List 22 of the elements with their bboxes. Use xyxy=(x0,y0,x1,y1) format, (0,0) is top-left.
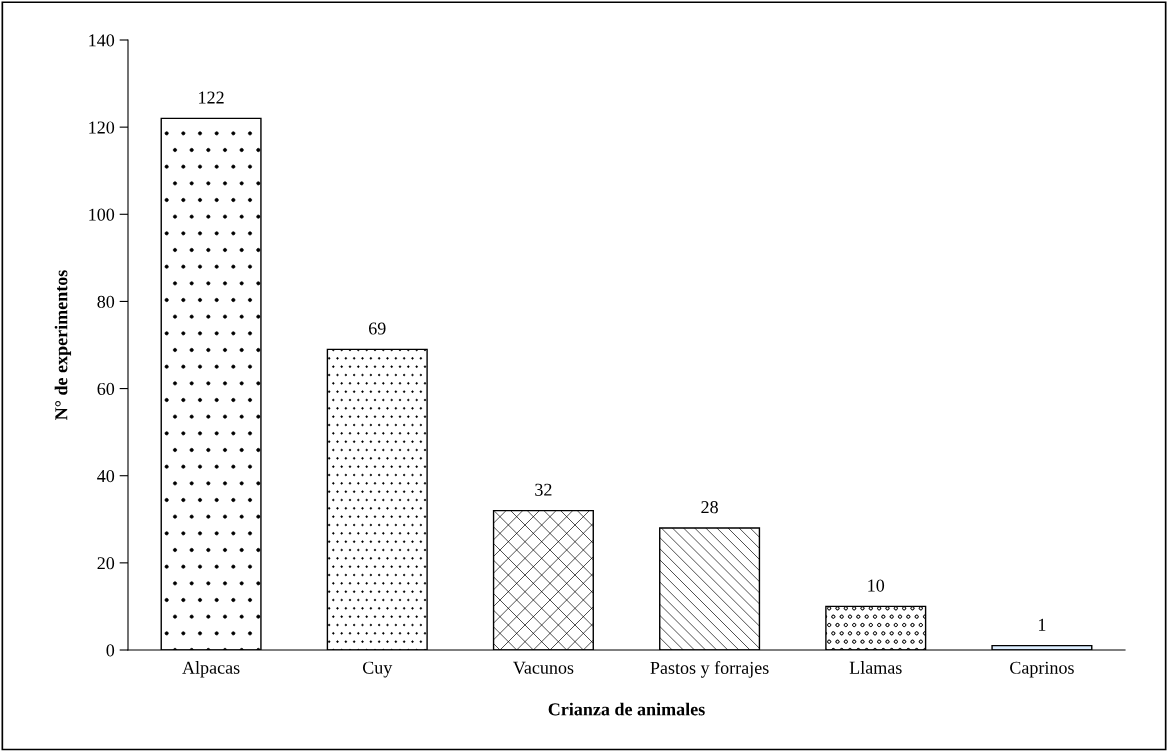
x-tick-label: Pastos y forrajes xyxy=(650,661,769,678)
x-axis-title: Crianza de animales xyxy=(548,702,705,716)
y-tick-label: 120 xyxy=(89,121,115,134)
y-tick-label: 100 xyxy=(89,208,115,221)
y-tick-label: 140 xyxy=(89,34,115,47)
y-tick-label: 80 xyxy=(97,295,115,308)
data-label: 32 xyxy=(535,483,552,496)
y-tick-label: 60 xyxy=(97,382,115,396)
y-axis-title: N° de experimentos xyxy=(54,270,72,420)
y-tick-label: 0 xyxy=(106,644,115,657)
data-label: 28 xyxy=(701,501,718,514)
x-tick-label: Cuy xyxy=(362,661,393,678)
data-label: 69 xyxy=(369,322,386,335)
data-label: 1 xyxy=(1038,618,1046,631)
x-tick-label: Vacunos xyxy=(513,661,574,674)
data-label: 122 xyxy=(199,91,224,104)
y-tick-label: 20 xyxy=(97,557,115,570)
x-tick-label: Caprinos xyxy=(1010,661,1074,678)
x-tick-label: Llamas xyxy=(849,661,902,674)
y-tick-label: 40 xyxy=(97,469,115,483)
data-label: 10 xyxy=(868,579,885,592)
x-tick-label: Alpacas xyxy=(182,661,240,678)
